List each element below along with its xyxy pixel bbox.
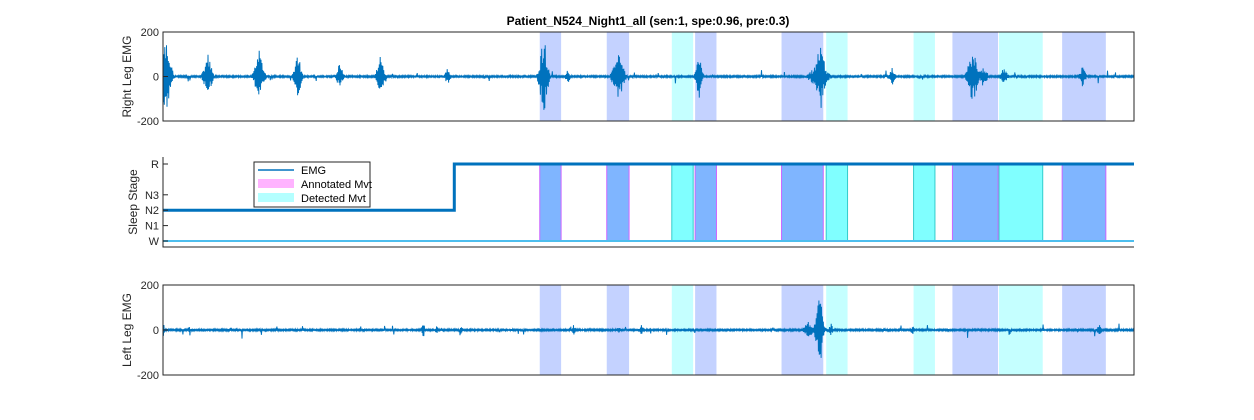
left-leg-emg-panel: 200 0 -200 Left Leg EMG	[120, 280, 1135, 382]
left-ytick-label-2: -200	[137, 370, 159, 382]
left-ytick-label-0: 200	[141, 280, 159, 292]
sleep-detected-band-0	[671, 163, 694, 242]
left-leg-y-ticks: 200 0 -200	[137, 280, 168, 382]
sleep-annotated-band-4	[951, 163, 999, 242]
sleep-detected-band-3	[998, 163, 1044, 242]
sleep-annotated-band-5	[1061, 163, 1107, 242]
sleep-ytick-label-1: N3	[145, 190, 159, 202]
legend-annotated-swatch	[258, 179, 294, 188]
sleep-stage-panel: R N3 N2 N1 W Sleep Stage EMG Annotated Mvt D…	[126, 157, 1134, 248]
sleep-annotated-band-2	[694, 163, 717, 242]
right-ytick-label-1: 0	[153, 72, 159, 84]
right-leg-emg-signal	[162, 45, 1135, 110]
sleep-ytick-label-4: W	[149, 236, 160, 248]
legend-detected-swatch	[258, 193, 294, 202]
sleep-ytick-label-2: N2	[145, 205, 159, 217]
legend-annotated-label: Annotated Mvt	[301, 179, 372, 191]
sleep-annotated-band-3	[781, 163, 824, 242]
legend-detected-label: Detected Mvt	[301, 193, 366, 205]
left-leg-emg-signal	[162, 300, 1135, 358]
legend: EMG Annotated Mvt Detected Mvt	[253, 161, 372, 208]
sleep-detected-band-1	[825, 163, 849, 242]
right-ytick-label-0: 200	[141, 27, 159, 39]
left-leg-y-label: Left Leg EMG	[120, 293, 134, 367]
sleep-movement-bands	[539, 163, 1107, 242]
right-ytick-label-2: -200	[137, 116, 159, 128]
sleep-axes-frame	[162, 157, 1134, 248]
legend-emg-label: EMG	[301, 165, 326, 177]
sleep-annotated-band-1	[606, 163, 630, 242]
sleep-ytick-label-0: R	[151, 159, 159, 171]
chart-title: Patient_N524_Night1_all (sen:1, spe:0.96…	[507, 14, 790, 28]
sleep-stage-ticks: R N3 N2 N1 W	[145, 159, 168, 248]
sleep-annotated-band-0	[539, 163, 562, 242]
right-leg-y-ticks: 200 0 -200	[137, 27, 168, 128]
left-ytick-label-1: 0	[153, 325, 159, 337]
sleep-ytick-label-3: N1	[145, 221, 159, 233]
right-leg-y-label: Right Leg EMG	[120, 35, 134, 117]
right-leg-emg-panel: 200 0 -200 Right Leg EMG	[120, 27, 1135, 128]
hypnogram-line	[163, 162, 1134, 212]
sleep-detected-band-2	[913, 163, 936, 242]
sleep-y-label: Sleep Stage	[126, 169, 140, 235]
